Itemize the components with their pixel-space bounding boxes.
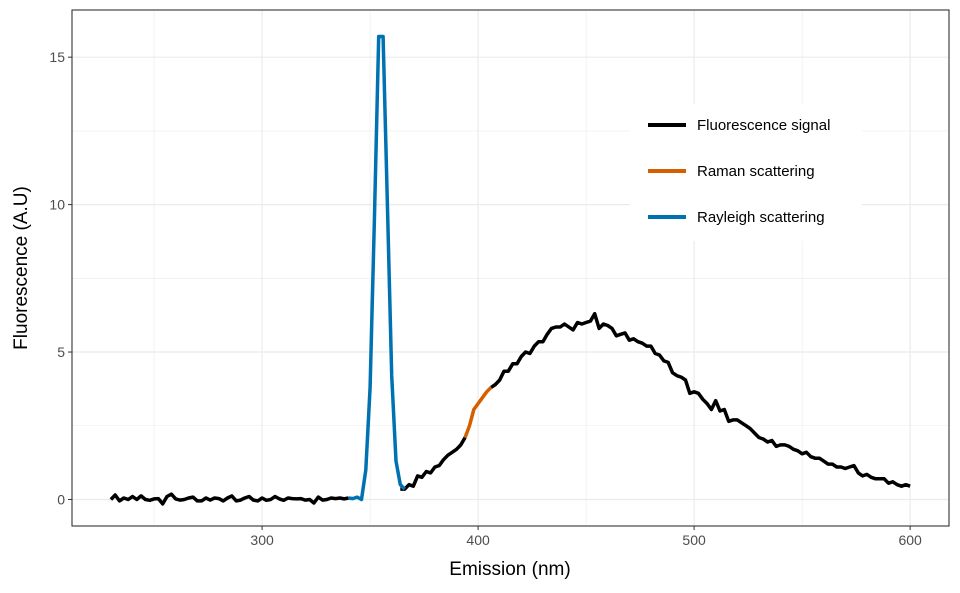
fluorescence-series-line <box>490 311 911 488</box>
legend-label-raman: Raman scattering <box>697 163 815 180</box>
tick-labels: 300 400 500 600 0 5 10 15 <box>49 49 922 548</box>
legend-label-fluorescence: Fluorescence signal <box>697 117 830 134</box>
series-lines <box>109 34 911 506</box>
x-tick-label: 400 <box>466 532 490 548</box>
plot-panel <box>72 10 949 526</box>
legend: Fluorescence signal Raman scattering Ray… <box>630 104 862 241</box>
legend-item-raman: Raman scattering <box>648 163 815 180</box>
x-axis-title: Emission (nm) <box>449 559 570 580</box>
raman-series-line <box>463 386 493 439</box>
y-tick-label: 0 <box>57 491 65 507</box>
fluorescence-series-line <box>109 492 349 506</box>
fluorescence-series-line <box>400 436 467 491</box>
rayleigh-series-line <box>348 34 406 502</box>
y-tick-label: 15 <box>49 49 65 65</box>
y-tick-label: 5 <box>57 344 65 360</box>
y-axis-title: Fluorescence (A.U) <box>11 186 32 350</box>
x-tick-label: 500 <box>682 532 706 548</box>
plot-border <box>71 9 950 527</box>
legend-item-rayleigh: Rayleigh scattering <box>648 209 825 226</box>
y-tick-label: 10 <box>49 197 65 213</box>
x-tick-label: 300 <box>250 532 274 548</box>
axis-ticks <box>68 56 911 530</box>
minor-gridlines <box>72 10 949 526</box>
legend-item-fluorescence: Fluorescence signal <box>648 117 830 134</box>
legend-label-rayleigh: Rayleigh scattering <box>697 209 825 226</box>
x-tick-label: 600 <box>898 532 922 548</box>
